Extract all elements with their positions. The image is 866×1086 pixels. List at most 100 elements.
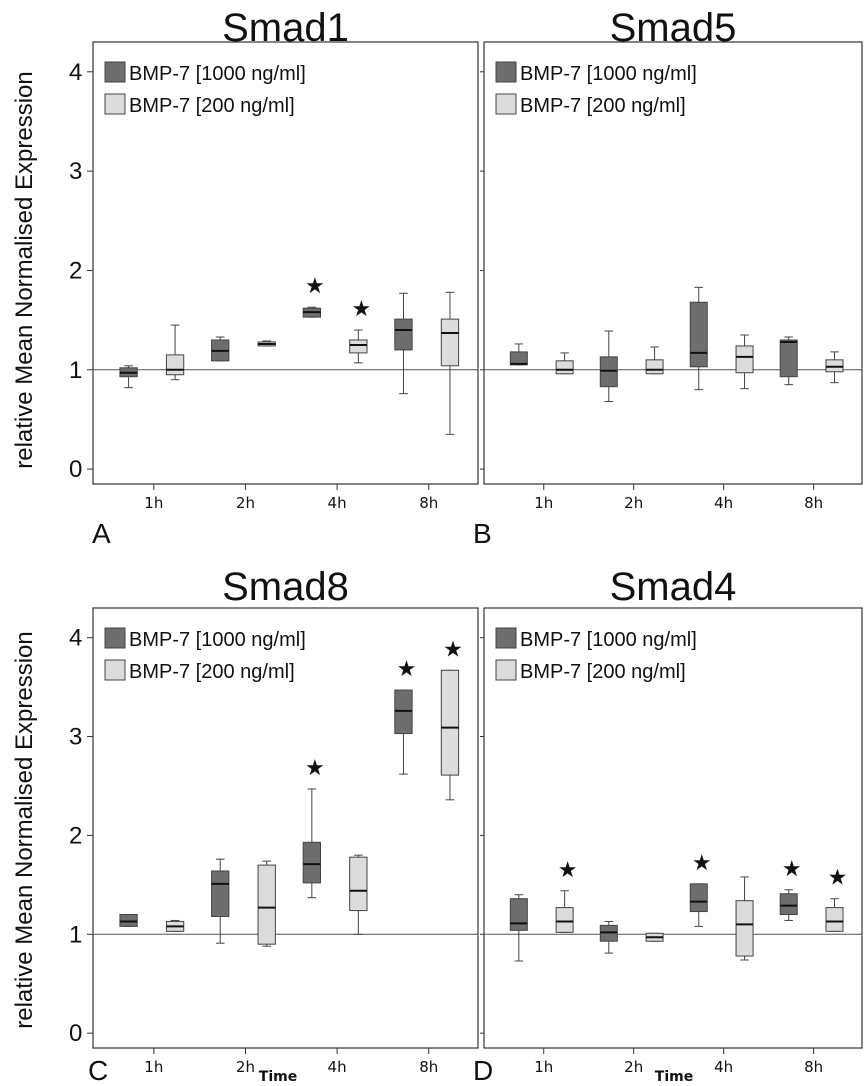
box-body (509, 898, 528, 931)
significance-star: ★ (782, 857, 802, 882)
box-4h-series-1: ★ (302, 756, 325, 899)
box-8h-series-2 (825, 351, 844, 384)
significance-star: ★ (305, 756, 325, 781)
x-tick-label: 1h (534, 494, 553, 512)
y-tick-label: 0 (69, 1020, 82, 1047)
y-tick-label: 4 (69, 625, 82, 652)
significance-star: ★ (443, 637, 463, 662)
box-body (440, 318, 460, 367)
legend-swatch (104, 659, 126, 681)
box-4h-series-1: ★ (689, 851, 712, 927)
legend-swatch (495, 61, 517, 83)
legend-label: BMP-7 [1000 ng/ml] (129, 63, 306, 85)
box-1h-series-2 (165, 919, 185, 932)
box-8h-series-1: ★ (394, 657, 417, 775)
box-body (555, 360, 574, 375)
box-1h-series-2 (555, 352, 574, 375)
box-2h-series-1 (599, 920, 618, 954)
legend-swatch (104, 93, 126, 115)
box-body (165, 354, 185, 376)
panel-title: Smad5 (610, 6, 737, 50)
y-axis-label-top: relative Mean Normalised Expression (11, 71, 38, 469)
legend-label: BMP-7 [1000 ng/ml] (520, 629, 697, 651)
x-tick-label: 2h (236, 494, 255, 512)
box-8h-series-1: ★ (779, 857, 802, 921)
legend-label: BMP-7 [1000 ng/ml] (520, 63, 697, 85)
panel-smad4: Smad4 D 1h 2h 4h 8h ★ ★ ★ ★ BMP-7 [1000 ng/ml] BMP-… (473, 565, 863, 1086)
box-4h-series-2 (735, 334, 754, 390)
panel-letter: D (473, 1055, 493, 1086)
box-4h-series-1 (689, 286, 708, 391)
box-1h-series-2: ★ (555, 858, 578, 933)
significance-star: ★ (305, 274, 325, 299)
box-2h-series-1 (211, 336, 230, 362)
x-axis-label-right: Time (655, 1069, 693, 1085)
legend-swatch (104, 627, 126, 649)
box-body (394, 318, 413, 351)
plot-frame (92, 41, 479, 485)
box-body (440, 669, 460, 776)
legend-swatch (495, 659, 517, 681)
box-body (349, 339, 368, 354)
significance-star: ★ (397, 657, 417, 682)
box-4h-series-1: ★ (302, 274, 325, 318)
x-tick-label: 1h (144, 1058, 163, 1076)
box-2h-series-2 (645, 346, 664, 375)
y-tick-label: 3 (69, 158, 82, 185)
box-1h-series-1 (509, 894, 528, 962)
box-8h-series-2 (440, 291, 460, 435)
panel-letter: A (92, 518, 111, 549)
significance-star: ★ (692, 851, 712, 876)
panel-smad1: Smad1 A 0 1 2 3 4 1h 2h 4h 8h ★ ★ BMP-7 [1000 ng/ml] B… (69, 6, 479, 549)
x-axis-label-left: Time (259, 1069, 297, 1085)
legend-label: BMP-7 [200 ng/ml] (129, 661, 295, 683)
box-body (645, 359, 664, 375)
box-body (825, 907, 844, 932)
box-body (779, 339, 798, 378)
x-tick-label: 4h (328, 1058, 347, 1076)
box-1h-series-2 (165, 324, 185, 381)
y-axis-label-bottom: relative Mean Normalised Expression (11, 631, 38, 1029)
box-8h-series-2: ★ (825, 866, 848, 932)
box-8h-series-2: ★ (440, 637, 463, 801)
x-tick-label: 2h (624, 1058, 643, 1076)
x-tick-label: 8h (419, 494, 438, 512)
plot-frame (483, 41, 863, 485)
box-body (735, 345, 754, 374)
plot-frame (483, 607, 863, 1049)
legend-label: BMP-7 [1000 ng/ml] (129, 629, 306, 651)
significance-star: ★ (558, 858, 578, 883)
box-body (211, 870, 230, 917)
box-8h-series-1 (394, 292, 413, 395)
y-tick-label: 1 (69, 357, 82, 384)
y-tick-label: 1 (69, 921, 82, 948)
box-8h-series-1 (779, 336, 798, 386)
box-body (257, 864, 276, 945)
box-body (349, 856, 368, 912)
y-tick-label: 2 (69, 822, 82, 849)
box-1h-series-1 (119, 365, 138, 389)
x-tick-label: 4h (714, 494, 733, 512)
x-tick-label: 4h (714, 1058, 733, 1076)
box-2h-series-1 (211, 858, 230, 944)
panel-letter: C (88, 1055, 108, 1086)
legend-label: BMP-7 [200 ng/ml] (129, 95, 295, 117)
legend-label: BMP-7 [200 ng/ml] (520, 95, 686, 117)
x-tick-label: 8h (804, 1058, 823, 1076)
significance-star: ★ (828, 866, 848, 891)
panel-smad8: Smad8 C0 1 2 3 4 1h 2h 4h 8h ★ ★ ★ BMP-7 [1000 ng/ml]… (69, 565, 479, 1086)
significance-star: ★ (351, 297, 371, 322)
legend-swatch (495, 627, 517, 649)
box-4h-series-2 (349, 854, 368, 935)
box-2h-series-2 (645, 932, 664, 942)
box-2h-series-2 (257, 860, 276, 947)
x-tick-label: 8h (419, 1058, 438, 1076)
x-tick-label: 2h (236, 1058, 255, 1076)
box-2h-series-1 (599, 330, 618, 403)
y-tick-label: 4 (69, 59, 82, 86)
box-body (689, 883, 708, 913)
plot-frame (92, 607, 479, 1049)
panel-title: Smad8 (222, 565, 349, 609)
y-tick-label: 2 (69, 257, 82, 284)
